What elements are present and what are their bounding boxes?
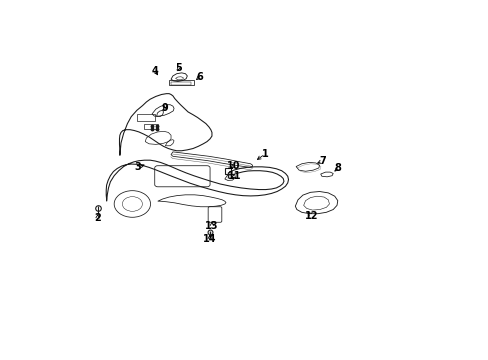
Text: 1: 1 — [261, 149, 268, 159]
Bar — [137, 114, 155, 121]
Text: 8: 8 — [334, 163, 341, 174]
Text: 10: 10 — [226, 161, 240, 171]
Bar — [169, 80, 193, 85]
Text: 13: 13 — [205, 221, 218, 231]
Bar — [170, 82, 191, 85]
Text: 9: 9 — [162, 103, 168, 113]
Text: 7: 7 — [319, 156, 325, 166]
Text: 14: 14 — [203, 234, 216, 244]
Bar — [143, 124, 158, 129]
Text: 4: 4 — [151, 66, 158, 76]
Text: 12: 12 — [304, 211, 317, 221]
Text: 11: 11 — [227, 171, 241, 181]
Text: 6: 6 — [196, 72, 203, 82]
Text: 3: 3 — [134, 162, 141, 172]
Text: 2: 2 — [94, 213, 101, 224]
Text: 5: 5 — [175, 63, 182, 73]
